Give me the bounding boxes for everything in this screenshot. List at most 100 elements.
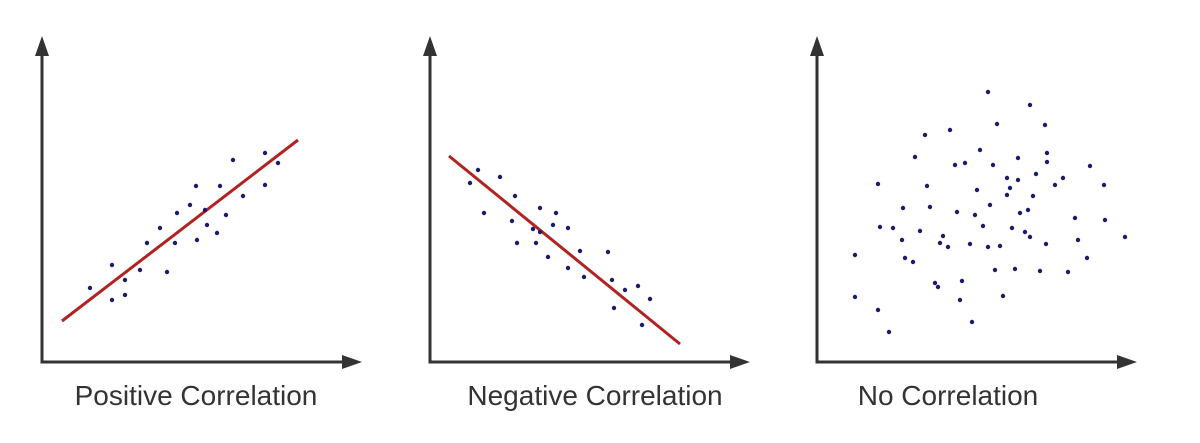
dot — [537, 229, 543, 235]
arrow — [1117, 355, 1137, 369]
dot — [935, 284, 941, 290]
dot — [967, 241, 973, 247]
axes — [815, 48, 1125, 364]
dot — [530, 226, 536, 232]
axes — [428, 48, 738, 364]
dot — [137, 267, 143, 273]
dot — [927, 204, 933, 210]
panel-negative: Negative Correlation — [423, 36, 750, 411]
dot — [912, 154, 918, 160]
dot — [1043, 241, 1049, 247]
dot — [994, 121, 1000, 127]
dot — [1101, 182, 1107, 188]
dot — [945, 244, 951, 250]
dot — [1007, 185, 1013, 191]
dot — [202, 207, 208, 213]
dot — [223, 212, 229, 218]
dot — [1009, 225, 1015, 231]
dot — [987, 202, 993, 208]
panel-none: No Correlation — [810, 36, 1137, 411]
dot — [481, 210, 487, 216]
dot — [204, 222, 210, 228]
dot — [537, 205, 543, 211]
panel-label: No Correlation — [858, 380, 1039, 411]
dot — [1025, 207, 1031, 213]
dot — [164, 269, 170, 275]
dot — [890, 225, 896, 231]
dot — [217, 183, 223, 189]
arrow — [342, 355, 362, 369]
dot — [144, 240, 150, 246]
dot — [900, 205, 906, 211]
dot — [611, 305, 617, 311]
dot — [1042, 122, 1048, 128]
dot — [875, 181, 881, 187]
dot — [1065, 269, 1071, 275]
dot — [972, 212, 978, 218]
dot — [1000, 293, 1006, 299]
dot — [1015, 177, 1021, 183]
dot — [974, 187, 980, 193]
dot — [1004, 192, 1010, 198]
dot — [852, 252, 858, 258]
dot — [985, 244, 991, 250]
dot — [899, 237, 905, 243]
dot — [1102, 217, 1108, 223]
dot — [886, 329, 892, 335]
dot — [609, 277, 615, 283]
dot — [924, 183, 930, 189]
dot — [194, 237, 200, 243]
dot — [109, 262, 115, 268]
dot — [852, 294, 858, 300]
dot — [533, 240, 539, 246]
dot — [1027, 234, 1033, 240]
dot — [910, 259, 916, 265]
dot — [187, 202, 193, 208]
dot — [952, 162, 958, 168]
dot — [1033, 171, 1039, 177]
dot — [122, 277, 128, 283]
dot — [635, 283, 641, 289]
dot — [174, 210, 180, 216]
dot — [902, 255, 908, 261]
dot — [877, 224, 883, 230]
dot — [1087, 163, 1093, 169]
dot — [1044, 159, 1050, 165]
dot — [1017, 210, 1023, 216]
dot — [1004, 175, 1010, 181]
dot — [467, 180, 473, 186]
arrow — [423, 36, 437, 56]
dot — [992, 267, 998, 273]
dot — [1072, 215, 1078, 221]
dot — [514, 240, 520, 246]
dot — [1022, 229, 1028, 235]
dot — [605, 249, 611, 255]
panel-label: Negative Correlation — [467, 380, 722, 411]
dot — [475, 167, 481, 173]
dot — [157, 225, 163, 231]
dot — [1037, 268, 1043, 274]
dot — [1060, 175, 1066, 181]
dot — [565, 225, 571, 231]
dot — [262, 182, 268, 188]
dot — [962, 160, 968, 166]
dot — [230, 157, 236, 163]
dot — [509, 218, 515, 224]
dots — [87, 150, 281, 303]
dot — [947, 127, 953, 133]
dot — [922, 132, 928, 138]
dot — [1075, 237, 1081, 243]
dot — [940, 233, 946, 239]
dot — [87, 285, 93, 291]
dot — [647, 296, 653, 302]
dot — [497, 174, 503, 180]
dot — [512, 193, 518, 199]
dot — [565, 265, 571, 271]
dot — [937, 240, 943, 246]
dot — [262, 150, 268, 156]
dot — [990, 162, 996, 168]
dot — [122, 292, 128, 298]
dot — [172, 240, 178, 246]
axes — [40, 48, 350, 364]
dot — [1044, 150, 1050, 156]
